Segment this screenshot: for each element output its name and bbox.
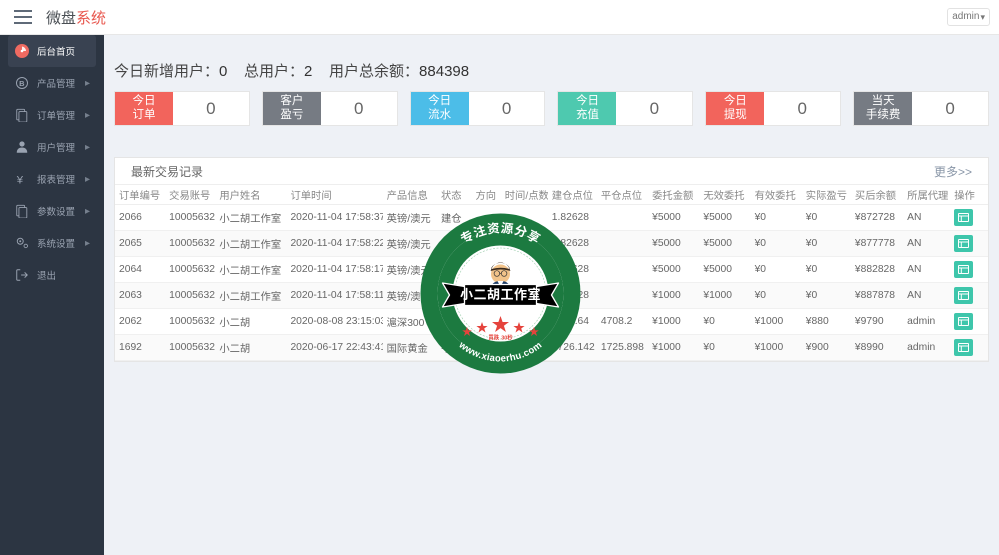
svg-text:¥: ¥ <box>16 174 24 186</box>
svg-text:B: B <box>19 79 25 88</box>
